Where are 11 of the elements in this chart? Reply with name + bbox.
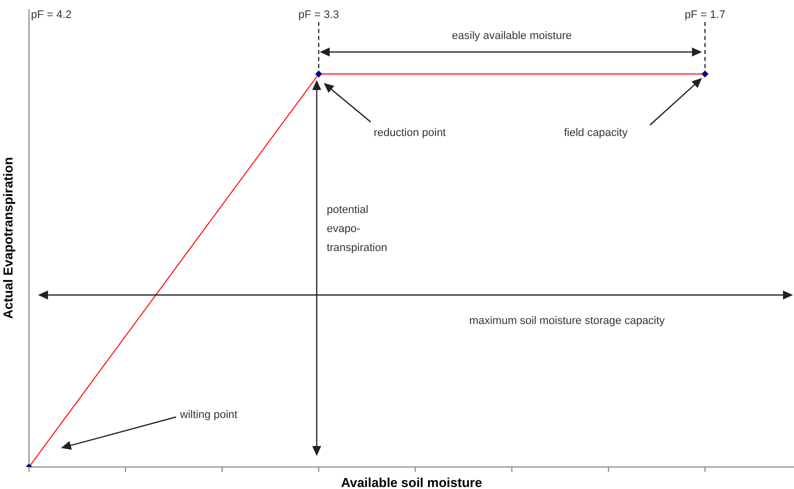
annotation: potential evapo-transpiration: [326, 204, 388, 254]
annotation: field capacity: [564, 127, 628, 139]
x-axis-title: Available soil moisture: [340, 475, 482, 489]
text: pF = 1.7: [684, 9, 726, 21]
y-axis-title: Actual Evapotranspiration: [0, 157, 16, 319]
annotation: maximum soil moisture storage capacity: [469, 315, 666, 327]
annotation: reduction point: [374, 127, 446, 139]
text: pF = 4.2: [31, 9, 72, 21]
text: pF = 3.3: [298, 9, 340, 21]
annotation: wilting point: [179, 409, 238, 421]
text: easily available moisture: [452, 30, 572, 42]
